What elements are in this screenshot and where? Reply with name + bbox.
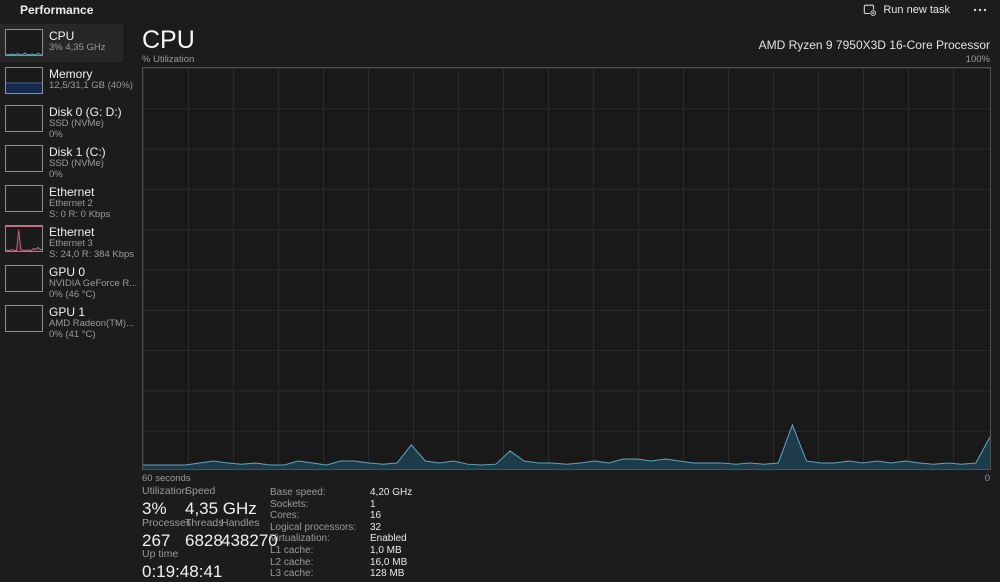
item-subline: S: 24,0 R: 384 Kbps xyxy=(49,248,135,260)
disk0-mini-chart xyxy=(5,105,43,132)
stat-uptime: Up time 0:19:48:41 xyxy=(142,548,223,582)
stat-handles: Handles 438270 xyxy=(221,517,278,551)
page-title: Performance xyxy=(20,3,94,17)
spec-sockets: Sockets: 1 xyxy=(270,498,376,510)
network-scale-line xyxy=(6,226,42,227)
item-title: GPU 0 xyxy=(49,265,86,279)
item-subline: 3% 4,35 GHz xyxy=(49,42,106,53)
stat-processes: Processes 267 xyxy=(142,517,192,551)
sidebar-item-cpu[interactable]: CPU 3% 4,35 GHz xyxy=(0,24,123,62)
item-subline: 0% (41 °C) xyxy=(49,328,96,340)
gpu1-mini-chart xyxy=(5,305,43,332)
item-title: Disk 0 (G: D:) xyxy=(49,105,122,119)
gpu0-mini-chart xyxy=(5,265,43,292)
ellipsis-horizontal-icon xyxy=(973,8,987,12)
item-subline: 0% xyxy=(49,128,63,140)
more-options-button[interactable] xyxy=(966,2,994,18)
stat-utilization: Utilization 3% xyxy=(142,485,188,519)
disk1-mini-chart xyxy=(5,145,43,172)
sidebar-item-ethernet3[interactable]: Ethernet Ethernet 3 S: 24,0 R: 384 Kbps xyxy=(0,220,135,260)
x-left-label: 60 seconds xyxy=(142,473,191,484)
ethernet3-mini-chart xyxy=(5,225,43,252)
header: Performance Run new task xyxy=(0,0,1000,20)
performance-sidebar: CPU 3% 4,35 GHz Memory 12,5/31,1 GB (40%… xyxy=(0,24,138,340)
cpu-utilization-series xyxy=(143,68,990,469)
item-subline: SSD (NVMe) xyxy=(49,118,104,129)
new-task-window-icon xyxy=(864,4,877,17)
spec-cores: Cores: 16 xyxy=(270,510,382,522)
item-subline: Ethernet 3 xyxy=(49,238,93,249)
item-title: GPU 1 xyxy=(49,305,86,319)
header-actions: Run new task xyxy=(857,1,994,19)
cpu-mini-chart xyxy=(5,29,43,56)
x-right-label: 0 xyxy=(984,473,990,484)
spec-l3-cache: L3 cache: 128 MB xyxy=(270,568,405,580)
run-new-task-label: Run new task xyxy=(883,4,950,16)
cpu-page-title: CPU xyxy=(142,26,195,54)
sidebar-item-disk1[interactable]: Disk 1 (C:) SSD (NVMe) 0% xyxy=(0,140,130,180)
y-axis-label: % Utilization xyxy=(142,54,195,65)
run-new-task-button[interactable]: Run new task xyxy=(857,1,956,19)
item-subline: SSD (NVMe) xyxy=(49,158,104,169)
stat-speed: Speed 4,35 GHz xyxy=(185,485,257,519)
item-subline: NVIDIA GeForce R... xyxy=(49,278,138,289)
sidebar-item-gpu1[interactable]: GPU 1 AMD Radeon(TM)... 0% (41 °C) xyxy=(0,300,134,340)
spec-l1-cache: L1 cache: 1,0 MB xyxy=(270,544,402,556)
sidebar-item-gpu0[interactable]: GPU 0 NVIDIA GeForce R... 0% (46 °C) xyxy=(0,260,138,300)
item-title: Memory xyxy=(49,67,93,81)
memory-mini-chart xyxy=(5,67,43,94)
cpu-spec-list: Base speed: 4,20 GHz Sockets: 1 Cores: 1… xyxy=(270,487,412,580)
item-title: Disk 1 (C:) xyxy=(49,145,106,159)
item-subline: 0% (46 °C) xyxy=(49,288,96,300)
item-subline: 0% xyxy=(49,168,63,180)
cpu-utilization-chart xyxy=(142,67,991,470)
y-max-label: 100% xyxy=(965,54,990,65)
processor-name: AMD Ryzen 9 7950X3D 16-Core Processor xyxy=(758,38,990,52)
sidebar-item-disk0[interactable]: Disk 0 (G: D:) SSD (NVMe) 0% xyxy=(0,100,130,140)
sidebar-item-ethernet2[interactable]: Ethernet Ethernet 2 S: 0 R: 0 Kbps xyxy=(0,180,130,220)
spec-l2-cache: L2 cache: 16,0 MB xyxy=(270,556,408,568)
item-title: Ethernet xyxy=(49,185,95,199)
item-subline: S: 0 R: 0 Kbps xyxy=(49,208,111,220)
item-subline: 12,5/31,1 GB (40%) xyxy=(49,80,133,91)
spec-logical-processors: Logical processors: 32 xyxy=(270,521,382,533)
item-subline: Ethernet 2 xyxy=(49,198,93,209)
item-subline: AMD Radeon(TM)... xyxy=(49,318,134,329)
ethernet2-mini-chart xyxy=(5,185,43,212)
spec-virtualization: Virtualization: Enabled xyxy=(270,533,407,545)
item-title: CPU xyxy=(49,29,75,43)
item-title: Ethernet xyxy=(49,225,95,239)
sidebar-item-memory[interactable]: Memory 12,5/31,1 GB (40%) xyxy=(0,62,133,100)
stat-threads: Threads 6828 xyxy=(185,517,224,551)
spec-base-speed: Base speed: 4,20 GHz xyxy=(270,487,413,498)
